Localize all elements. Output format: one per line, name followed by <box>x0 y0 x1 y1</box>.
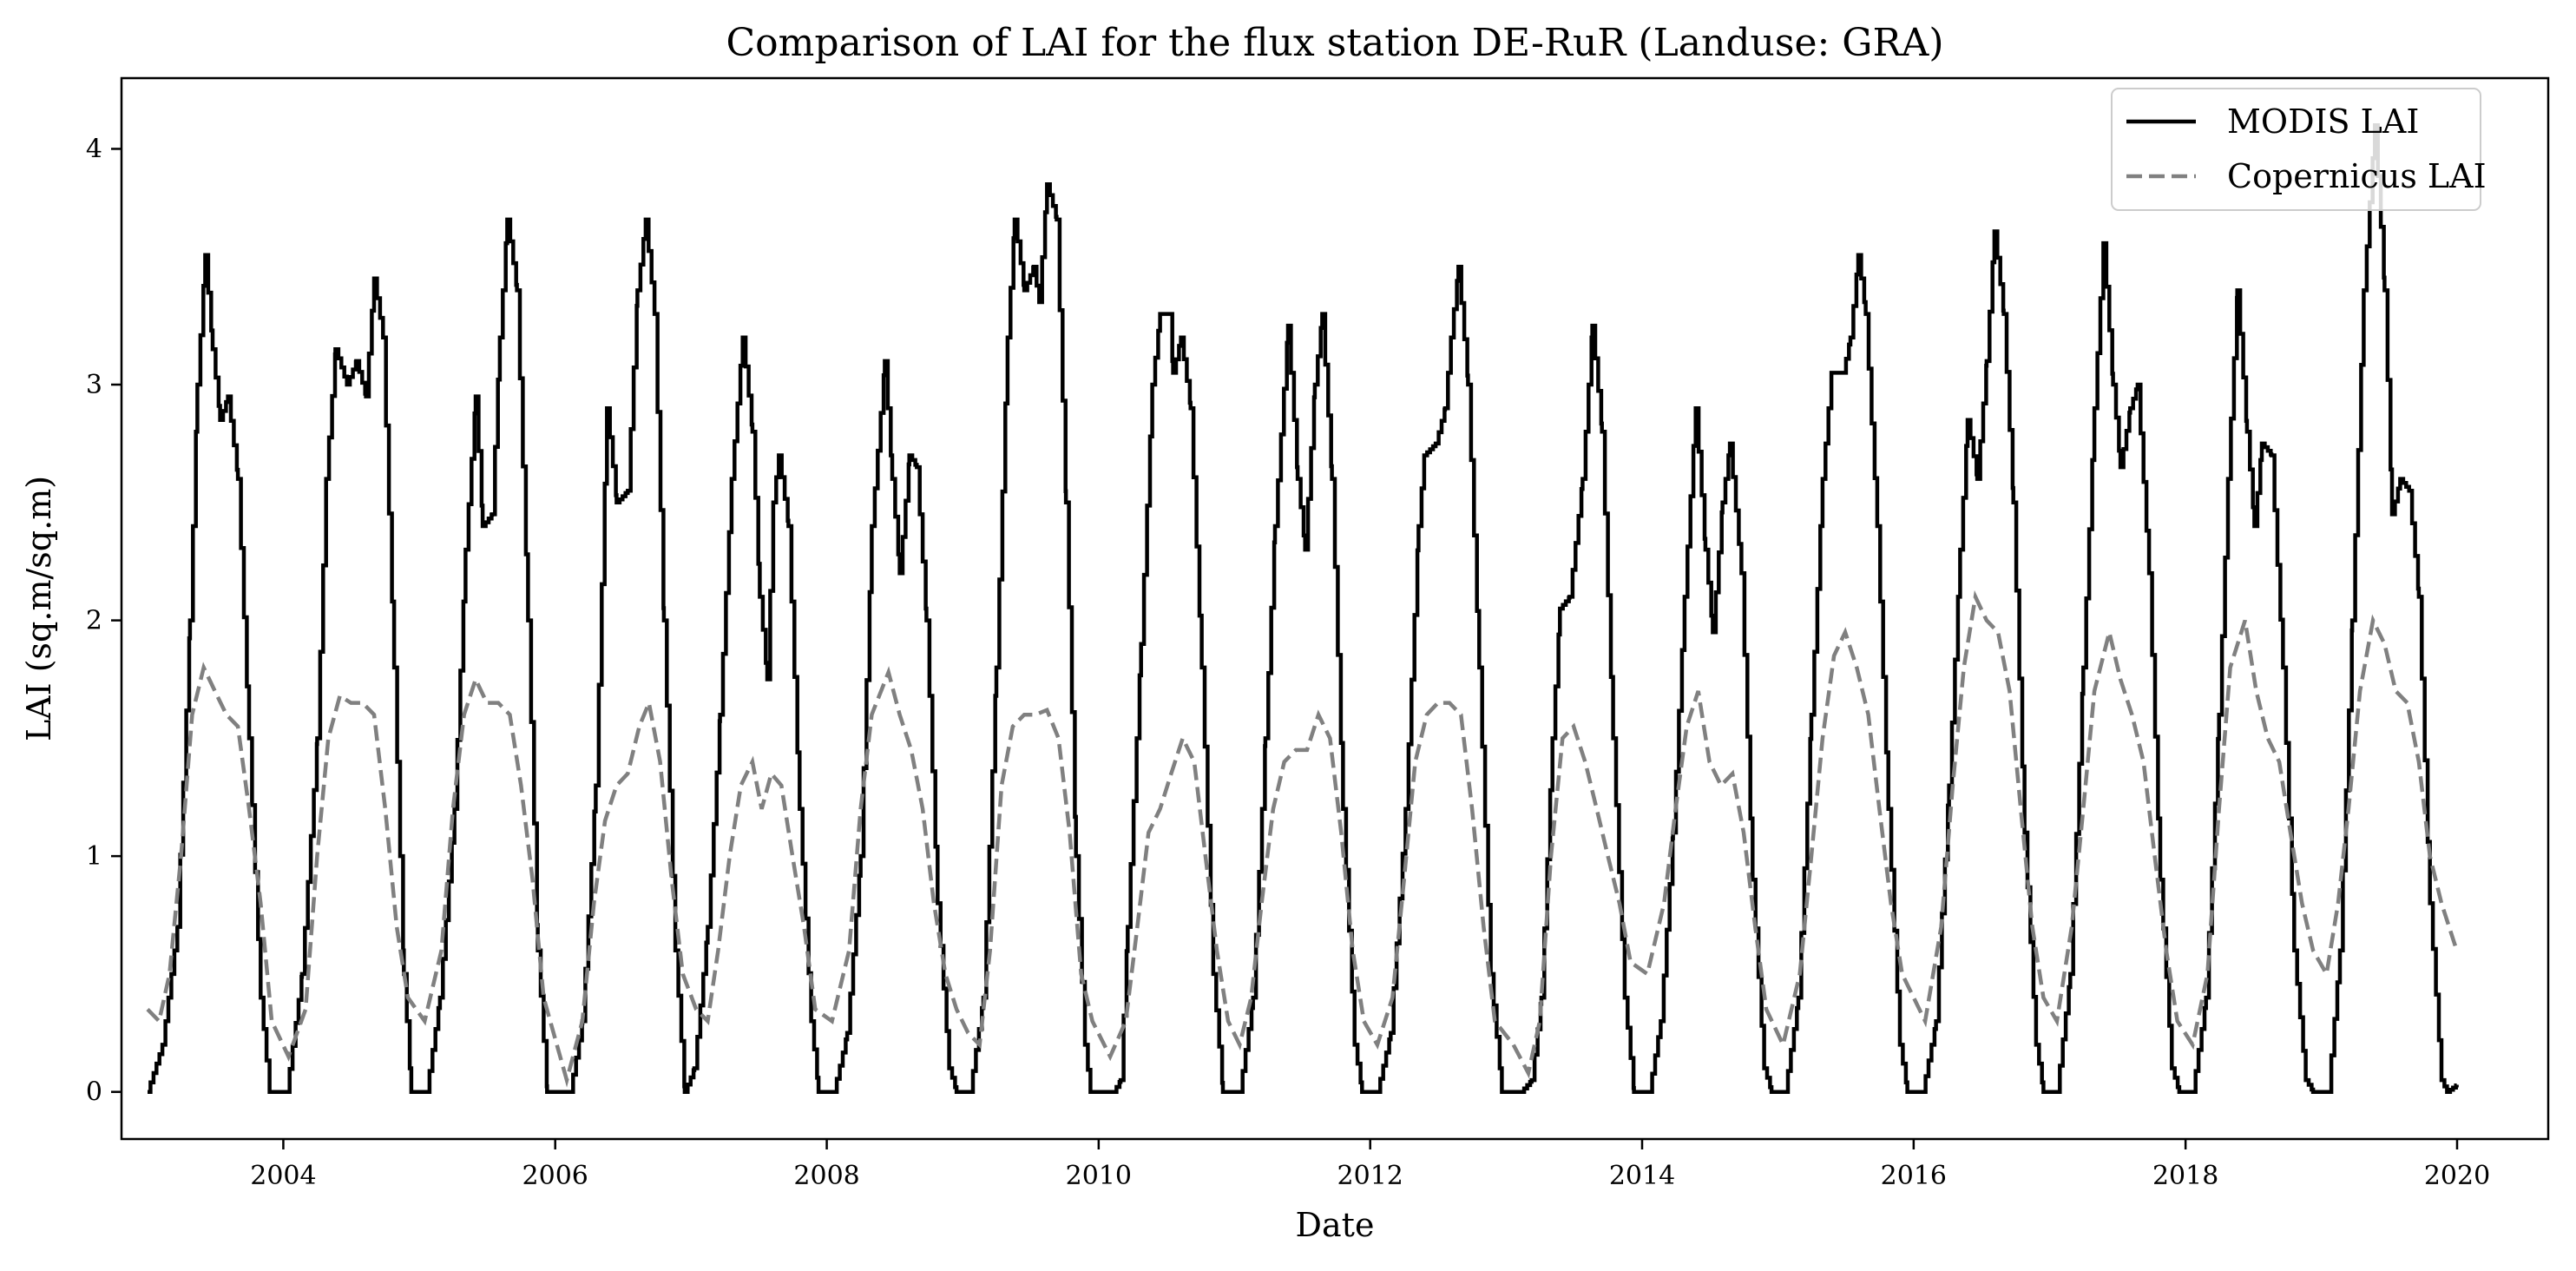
y-tick-label: 0 <box>86 1077 102 1108</box>
x-tick-label: 2004 <box>250 1161 316 1191</box>
y-tick-label: 2 <box>86 606 102 636</box>
series-layer <box>146 123 2459 1094</box>
x-axis-label: Date <box>1296 1206 1375 1244</box>
legend-entry-modis: MODIS LAI <box>2227 102 2419 141</box>
x-tick-label: 2010 <box>1066 1161 1132 1191</box>
chart-title: Comparison of LAI for the flux station D… <box>726 21 1943 65</box>
y-tick-label: 3 <box>86 370 102 400</box>
x-tick-label: 2014 <box>1609 1161 1675 1191</box>
plot-area-frame <box>120 76 2550 1141</box>
legend-box <box>2111 88 2481 211</box>
x-tick-label: 2012 <box>1337 1161 1403 1191</box>
x-tick-label: 2006 <box>522 1161 588 1191</box>
y-axis: 0 1 2 3 4 <box>86 134 122 1108</box>
legend-entry-copernicus: Copernicus LAI <box>2227 157 2487 195</box>
legend: MODIS LAI Copernicus LAI <box>2111 88 2487 211</box>
series-line-modis <box>148 123 2459 1094</box>
x-tick-label: 2018 <box>2152 1161 2218 1191</box>
x-axis: 2004 2006 2008 2010 2012 2014 2016 2018 2020 <box>250 1139 2490 1191</box>
x-tick-label: 2016 <box>1881 1161 1947 1191</box>
x-tick-label: 2008 <box>793 1161 859 1191</box>
y-tick-label: 1 <box>86 841 102 872</box>
series-line-copernicus <box>146 589 2459 1088</box>
y-tick-label: 4 <box>86 134 102 164</box>
y-axis-label: LAI (sq.m/sq.m) <box>20 476 58 741</box>
x-tick-label: 2020 <box>2424 1161 2490 1191</box>
